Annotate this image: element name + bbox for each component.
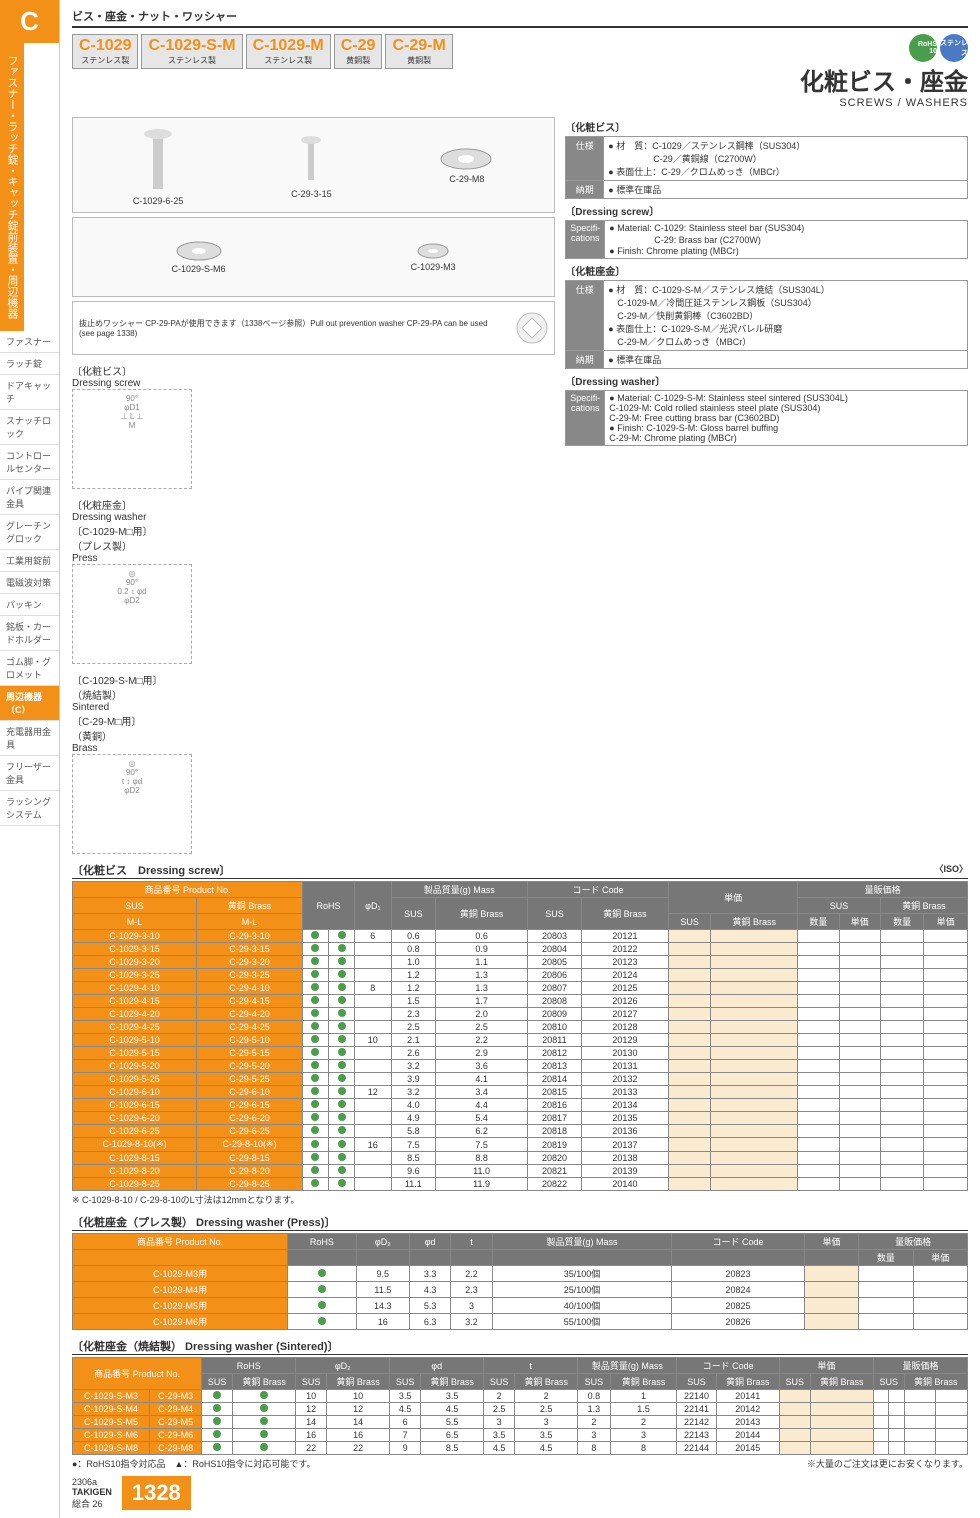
page-title: 化粧ビス・座金	[800, 62, 968, 97]
model-bar: C-1029ステンレス製C-1029-S-Mステンレス製C-1029-Mステンレ…	[72, 34, 968, 109]
page-number: 1328	[122, 1476, 191, 1510]
sidebar-item[interactable]: 電磁波対策	[0, 572, 59, 594]
diagram-washer-sintered: ◎90°t ↕ φdφD2	[72, 754, 192, 854]
sidebar-item[interactable]: スナッチロック	[0, 410, 59, 445]
model-box: C-1029ステンレス製	[72, 34, 138, 69]
footer-code: 2306a	[72, 1477, 112, 1487]
sidebar-item[interactable]: ドアキャッチ	[0, 375, 59, 410]
sidebar-item[interactable]: パッキン	[0, 594, 59, 616]
sidebar: C ファスナー・ラッチ錠・キャッチ錠前装置・周辺機器 ファスナーラッチ錠ドアキャ…	[0, 0, 60, 1518]
diagram-label-screw: 〔化粧ビス〕 Dressing screw	[72, 363, 555, 389]
spec-label-screw-jp: 〔化粧ビス〕	[565, 119, 968, 134]
table1-title: 〔化粧ビス Dressing screw〕	[72, 865, 230, 877]
bulk-note: ※大量のご注文は更にお安くなります。	[807, 1457, 968, 1470]
sidebar-item[interactable]: グレーチングロック	[0, 515, 59, 550]
breadcrumb: ビス・座金・ナット・ワッシャー	[72, 8, 968, 28]
footer-brand: TAKIGEN	[72, 1487, 112, 1497]
vertical-category: ファスナー・ラッチ錠・キャッチ錠前装置・周辺機器	[0, 43, 24, 331]
model-box: C-29黄銅製	[334, 34, 383, 69]
sidebar-item[interactable]: 充電器用金具	[0, 721, 59, 756]
sidebar-item[interactable]: ゴム脚・グロメット	[0, 651, 59, 686]
footer-catalog: 総合 26	[72, 1497, 112, 1510]
product-images-2: C-1029-S-M6 C-1029-M3	[72, 217, 555, 297]
sidebar-item[interactable]: コントロールセンター	[0, 445, 59, 480]
spec-table-washer-jp: 仕様● 材 質：C-1029-S-M／ステンレス焼結（SUS304L） C-10…	[565, 280, 968, 369]
spec-label-screw-en: 〔Dressing screw〕	[565, 203, 968, 218]
sidebar-item[interactable]: ラッシングシステム	[0, 791, 59, 826]
model-box: C-1029-Mステンレス製	[246, 34, 331, 69]
table-washer-press: 商品番号 Product No.RoHSφD₂φdt製品質量(g) Massコー…	[72, 1233, 968, 1330]
model-box: C-29-M黄銅製	[385, 34, 452, 69]
category-letter: C	[0, 6, 59, 37]
spec-label-washer-jp: 〔化粧座金〕	[565, 263, 968, 278]
sidebar-item[interactable]: ラッチ錠	[0, 353, 59, 375]
footer: 2306a TAKIGEN 総合 26 1328	[72, 1476, 968, 1510]
sidebar-item[interactable]: パイプ関連金具	[0, 480, 59, 515]
sidebar-item[interactable]: フリーザー金具	[0, 756, 59, 791]
table2-title: 〔化粧座金（プレス製） Dressing washer (Press)〕	[72, 1214, 968, 1231]
iso-label: 〈ISO〉	[934, 862, 968, 875]
sidebar-item[interactable]: 銘板・カードホルダー	[0, 616, 59, 651]
model-box: C-1029-S-Mステンレス製	[141, 34, 242, 69]
sidebar-item[interactable]: 周辺機器（C）	[0, 686, 59, 721]
product-images: C-1029-6-25 C-29-3-15 C-29-M8	[72, 117, 555, 213]
page-title-en: SCREWS / WASHERS	[800, 97, 968, 109]
sus-badge: ステンレス	[940, 34, 968, 62]
table-washer-sintered: 商品番号 Product No.RoHSφD₂φdt製品質量(g) Massコー…	[72, 1357, 968, 1455]
table3-title: 〔化粧座金（焼結製） Dressing washer (Sintered)〕	[72, 1338, 968, 1355]
legend: ●：RoHS10指令対応品 ▲：RoHS10指令に対応可能です。	[72, 1457, 315, 1470]
table-dressing-screw: 商品番号 Product No.RoHSφD₁製品質量(g) Massコード C…	[72, 881, 968, 1191]
spec-label-washer-en: 〔Dressing washer〕	[565, 373, 968, 388]
diagram-label-washer-p: 〔化粧座金〕 Dressing washer 〔C-1029-M□用〕 （プレス…	[72, 497, 555, 564]
sidebar-item[interactable]: 工業用錠前	[0, 550, 59, 572]
diagram-washer-press: ◎90°0.2 ↕ φdφD2	[72, 564, 192, 664]
category-block: C	[0, 0, 59, 43]
table1-note: ※ C-1029-8-10 / C-29-8-10のL寸法は12mmとなります。	[72, 1193, 968, 1206]
note-box: 抜止めワッシャー CP-29-PAが使用できます（1338ページ参照）Pull …	[72, 301, 555, 355]
diagram-label-washer-s: 〔C-1029-S-M□用〕 （焼結製） Sintered 〔C-29-M□用〕…	[72, 672, 555, 754]
side-nav: ファスナーラッチ錠ドアキャッチスナッチロックコントロールセンターパイプ関連金具グ…	[0, 331, 59, 826]
rohs-badge: RoHS 10	[909, 34, 937, 62]
spec-table-screw-en: Specifi-cations● Material: C-1029: Stain…	[565, 220, 968, 259]
spec-table-washer-en: Specifi-cations● Material: C-1029-S-M: S…	[565, 390, 968, 446]
spec-table-screw-jp: 仕様● 材 質：C-1029／ステンレス鋼棒（SUS304） C-29／黄銅線（…	[565, 136, 968, 199]
diagram-screw: 90°φD1⊥ L ⊥M	[72, 389, 192, 489]
sidebar-item[interactable]: ファスナー	[0, 331, 59, 353]
